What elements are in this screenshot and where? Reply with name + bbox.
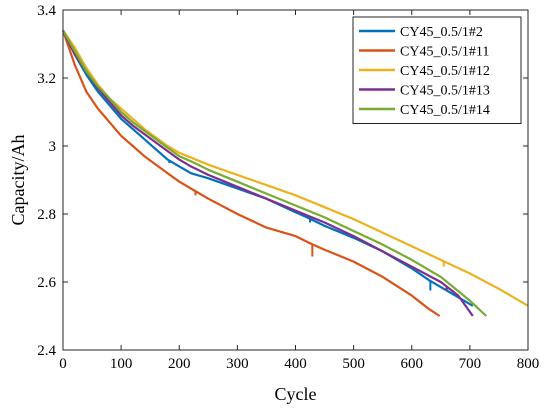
x-tick-label: 800: [517, 356, 540, 372]
legend: CY45_0.5/1#2 CY45_0.5/1#11 CY45_0.5/1#12 CY…: [352, 16, 522, 124]
legend-label-5: CY45_0.5/1#14: [400, 103, 490, 118]
x-tick-label: 600: [401, 356, 424, 372]
series-layer: [61, 29, 529, 317]
legend-label-4: CY45_0.5/1#13: [400, 84, 490, 99]
series-line-4: [62, 29, 474, 317]
y-axis-label: Capacity/Ah: [8, 135, 28, 226]
x-tick-label: 300: [226, 356, 249, 372]
legend-label-3: CY45_0.5/1#12: [400, 64, 490, 79]
y-tick-label: 3.2: [37, 71, 56, 87]
x-tick-label: 200: [168, 356, 191, 372]
x-tick-label: 400: [284, 356, 307, 372]
series-line-1: [62, 29, 474, 307]
axes-layer: 0 100 200 300 400 500 600 700 800 2.4 2.6 2.8 3 3.2 3.…: [37, 3, 539, 372]
legend-label-2: CY45_0.5/1#11: [400, 45, 489, 60]
x-tick-label: 700: [459, 356, 482, 372]
x-tick-label: 100: [110, 356, 133, 372]
legend-label-1: CY45_0.5/1#2: [400, 25, 483, 40]
y-tick-label: 2.4: [37, 343, 56, 359]
y-tick-label: 3.4: [37, 3, 56, 19]
series-line-2: [61, 30, 441, 317]
series-line-5: [62, 29, 487, 317]
x-tick-label: 0: [59, 356, 67, 372]
y-tick-label: 2.8: [37, 207, 56, 223]
x-axis-label: Cycle: [275, 384, 317, 404]
y-tick-label: 3: [49, 139, 57, 155]
y-tick-label: 2.6: [37, 275, 56, 291]
x-tick-label: 500: [342, 356, 365, 372]
